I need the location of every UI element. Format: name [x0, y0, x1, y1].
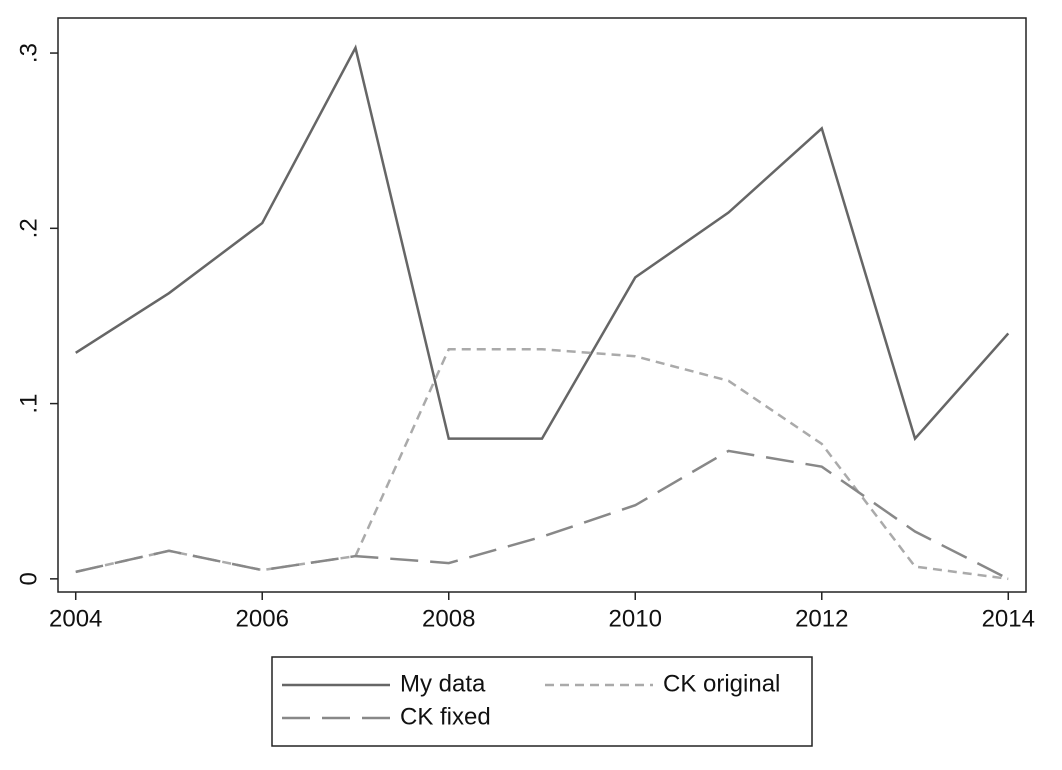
series-line — [75, 348, 1009, 581]
series-line — [75, 449, 1009, 580]
legend-label: CK fixed — [400, 703, 491, 730]
x-tick-label: 2014 — [982, 605, 1035, 632]
x-tick-label: 2006 — [236, 605, 289, 632]
y-tick-label: 0 — [15, 572, 42, 585]
plot-frame — [57, 17, 1027, 593]
x-tick-label: 2010 — [609, 605, 662, 632]
series-line — [75, 44, 1010, 442]
y-tick-label: .1 — [15, 394, 42, 414]
legend-box — [271, 656, 813, 747]
x-tick-label: 2008 — [422, 605, 475, 632]
x-tick-label: 2004 — [49, 605, 102, 632]
x-tick-label: 2012 — [795, 605, 848, 632]
legend-label: My data — [400, 670, 486, 697]
y-tick-label: .2 — [15, 218, 42, 238]
legend-label: CK original — [663, 670, 780, 697]
y-tick-label: .3 — [15, 43, 42, 63]
